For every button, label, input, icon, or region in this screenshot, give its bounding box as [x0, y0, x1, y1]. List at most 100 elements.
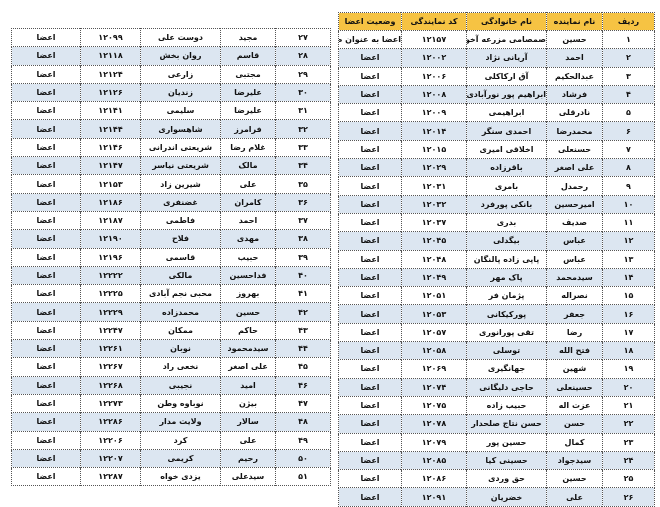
cell-code: ۱۲۱۹۰ [80, 229, 141, 249]
cell-code: ۱۲۲۲۵ [80, 284, 141, 304]
cell-row-number: ۲۸ [275, 46, 331, 66]
cell-code: ۱۲۰۰۸ [401, 84, 467, 105]
cell-first-name: علی [220, 430, 276, 450]
cell-first-name: سیدمحمود [220, 339, 276, 359]
cell-status: اعضا [338, 84, 402, 105]
cell-row-number: ۴۳ [275, 320, 331, 341]
cell-status: اعضا [11, 284, 81, 304]
cell-last-name: غضنفری [140, 192, 221, 212]
cell-first-name: حسین [220, 302, 276, 322]
cell-row-number: ۴۹ [275, 430, 331, 450]
cell-first-name: حسن [546, 414, 603, 434]
cell-last-name: فلاح [140, 229, 221, 249]
cell-last-name: نوباوه وطن [140, 393, 221, 414]
cell-code: ۱۲۲۴۷ [80, 320, 141, 341]
cell-code: ۱۲۰۷۸ [401, 414, 467, 434]
cell-first-name: حسینعلی [546, 377, 603, 397]
cell-row-number: ۲۴ [602, 450, 655, 471]
cell-code: ۱۲۰۵۳ [401, 304, 467, 324]
table-row: ۲۰ حسینعلی حاجی دلیگانی ۱۲۰۷۴ اعضا [338, 377, 655, 397]
cell-status: اعضا [338, 359, 402, 379]
table-row: ۴۰ فداحسین مالکی ۱۲۲۲۲ اعضا [11, 265, 331, 286]
cell-row-number: ۴ [602, 84, 655, 105]
cell-code: ۱۲۰۸۵ [401, 450, 467, 471]
table-row: ۴۱ بهروز محبی نجم آبادی ۱۲۲۲۵ اعضا [11, 284, 331, 304]
cell-status: اعضا [338, 249, 402, 269]
table-row: ۲ احمد آریانی نژاد ۱۲۰۰۲ اعضا [338, 48, 655, 68]
cell-code: ۱۲۰۴۸ [401, 249, 467, 269]
cell-status: اعضا [11, 64, 81, 84]
cell-last-name: سلیمی [140, 101, 221, 121]
cell-code: ۱۲۰۰۶ [401, 66, 467, 86]
cell-status: اعضا [11, 174, 81, 194]
cell-row-number: ۱۴ [602, 267, 655, 288]
cell-row-number: ۴۶ [275, 375, 331, 395]
cell-row-number: ۲۲ [602, 414, 655, 434]
cell-first-name: عباس [546, 249, 603, 269]
cell-code: ۱۲۱۵۳ [80, 174, 141, 194]
cell-last-name: حسن نتاج صلحدار [466, 414, 547, 434]
cell-first-name: سیدعلی [220, 467, 276, 487]
cell-first-name: حبیب [220, 247, 276, 267]
table-row: ۱۴ سیدمحمد پاک مهر ۱۲۰۴۹ اعضا [338, 267, 655, 288]
cell-code: ۱۲۰۷۵ [401, 395, 467, 416]
cell-status: اعضا [338, 395, 402, 416]
cell-code: ۱۲۲۷۳ [80, 393, 141, 414]
cell-status: اعضا [11, 412, 81, 432]
cell-last-name: جهانگیری [466, 359, 547, 379]
cell-code: ۱۲۲۲۹ [80, 302, 141, 322]
cell-last-name: حاجی دلیگانی [466, 377, 547, 397]
table-row: ۱۵ نصراله پژمان فر ۱۲۰۵۱ اعضا [338, 286, 655, 306]
cell-first-name: سالار [220, 412, 276, 432]
cell-first-name: شهین [546, 359, 603, 379]
cell-status: اعضا [11, 137, 81, 158]
cell-status: اعضا [338, 377, 402, 397]
cell-code: ۱۲۱۸۶ [80, 192, 141, 212]
cell-status: اعضا [338, 231, 402, 251]
cell-row-number: ۸ [602, 158, 655, 178]
cell-last-name: زندیان [140, 82, 221, 103]
cell-first-name: نادرقلی [546, 103, 603, 123]
cell-last-name: قاسمی [140, 247, 221, 267]
cell-first-name: علی [220, 174, 276, 194]
cell-last-name: حسین پور [466, 432, 547, 452]
cell-status: اعضا [11, 192, 81, 212]
cell-row-number: ۴۴ [275, 339, 331, 359]
cell-code: ۱۲۲۰۶ [80, 430, 141, 450]
cell-last-name: توسلی [466, 341, 547, 361]
cell-last-name: فاطمی [140, 210, 221, 231]
table-row: ۲۸ قاسم روان بخش ۱۲۱۱۸ اعضا [11, 46, 331, 66]
cell-status: اعضا [11, 119, 81, 139]
cell-first-name: فتح الله [546, 341, 603, 361]
cell-last-name: یزدی خواه [140, 467, 221, 487]
cell-row-number: ۱۲ [602, 231, 655, 251]
cell-row-number: ۳۶ [275, 192, 331, 212]
cell-code: ۱۲۰۷۹ [401, 432, 467, 452]
cell-status: اعضا [11, 247, 81, 267]
table-row: ۱۰ امیرحسین بانکی پورفرد ۱۲۰۳۲ اعضا [338, 194, 655, 214]
cell-last-name: دوست علی [140, 27, 221, 48]
cell-row-number: ۲۶ [602, 487, 655, 507]
table-row: ۱۱ صدیف بدری ۱۲۰۳۷ اعضا [338, 212, 655, 233]
cell-status: اعضا [338, 212, 402, 233]
cell-first-name: غلام رضا [220, 137, 276, 158]
cell-first-name: فرشاد [546, 84, 603, 105]
cell-status: اعضا [11, 467, 81, 487]
cell-last-name: شاهسواری [140, 119, 221, 139]
table-row: ۲۵ حسین حق وردی ۱۲۰۸۶ اعضا [338, 469, 655, 489]
table-row: ۳۸ مهدی فلاح ۱۲۱۹۰ اعضا [11, 229, 331, 249]
table-row: ۵۱ سیدعلی یزدی خواه ۱۲۲۸۷ اعضا [11, 467, 331, 487]
cell-first-name: مجتبی [220, 64, 276, 84]
cell-last-name: پاپی زاده پالنگان [466, 249, 547, 269]
table-row: ۱۲ عباس بیگدلی ۱۲۰۴۵ اعضا [338, 231, 655, 251]
cell-last-name: تقی پورانوری [466, 322, 547, 343]
cell-row-number: ۱۸ [602, 341, 655, 361]
cell-first-name: علیرضا [220, 82, 276, 103]
table-row: ۳۰ علیرضا زندیان ۱۲۱۲۶ اعضا [11, 82, 331, 103]
table-row: ۷ حسنعلی اخلاقی امیری ۱۲۰۱۵ اعضا [338, 139, 655, 160]
cell-status: اعضا [11, 210, 81, 231]
cell-status: اعضا [11, 320, 81, 341]
cell-first-name: امید [220, 375, 276, 395]
table-row: ۴۶ امید نجیبی ۱۲۲۶۸ اعضا [11, 375, 331, 395]
